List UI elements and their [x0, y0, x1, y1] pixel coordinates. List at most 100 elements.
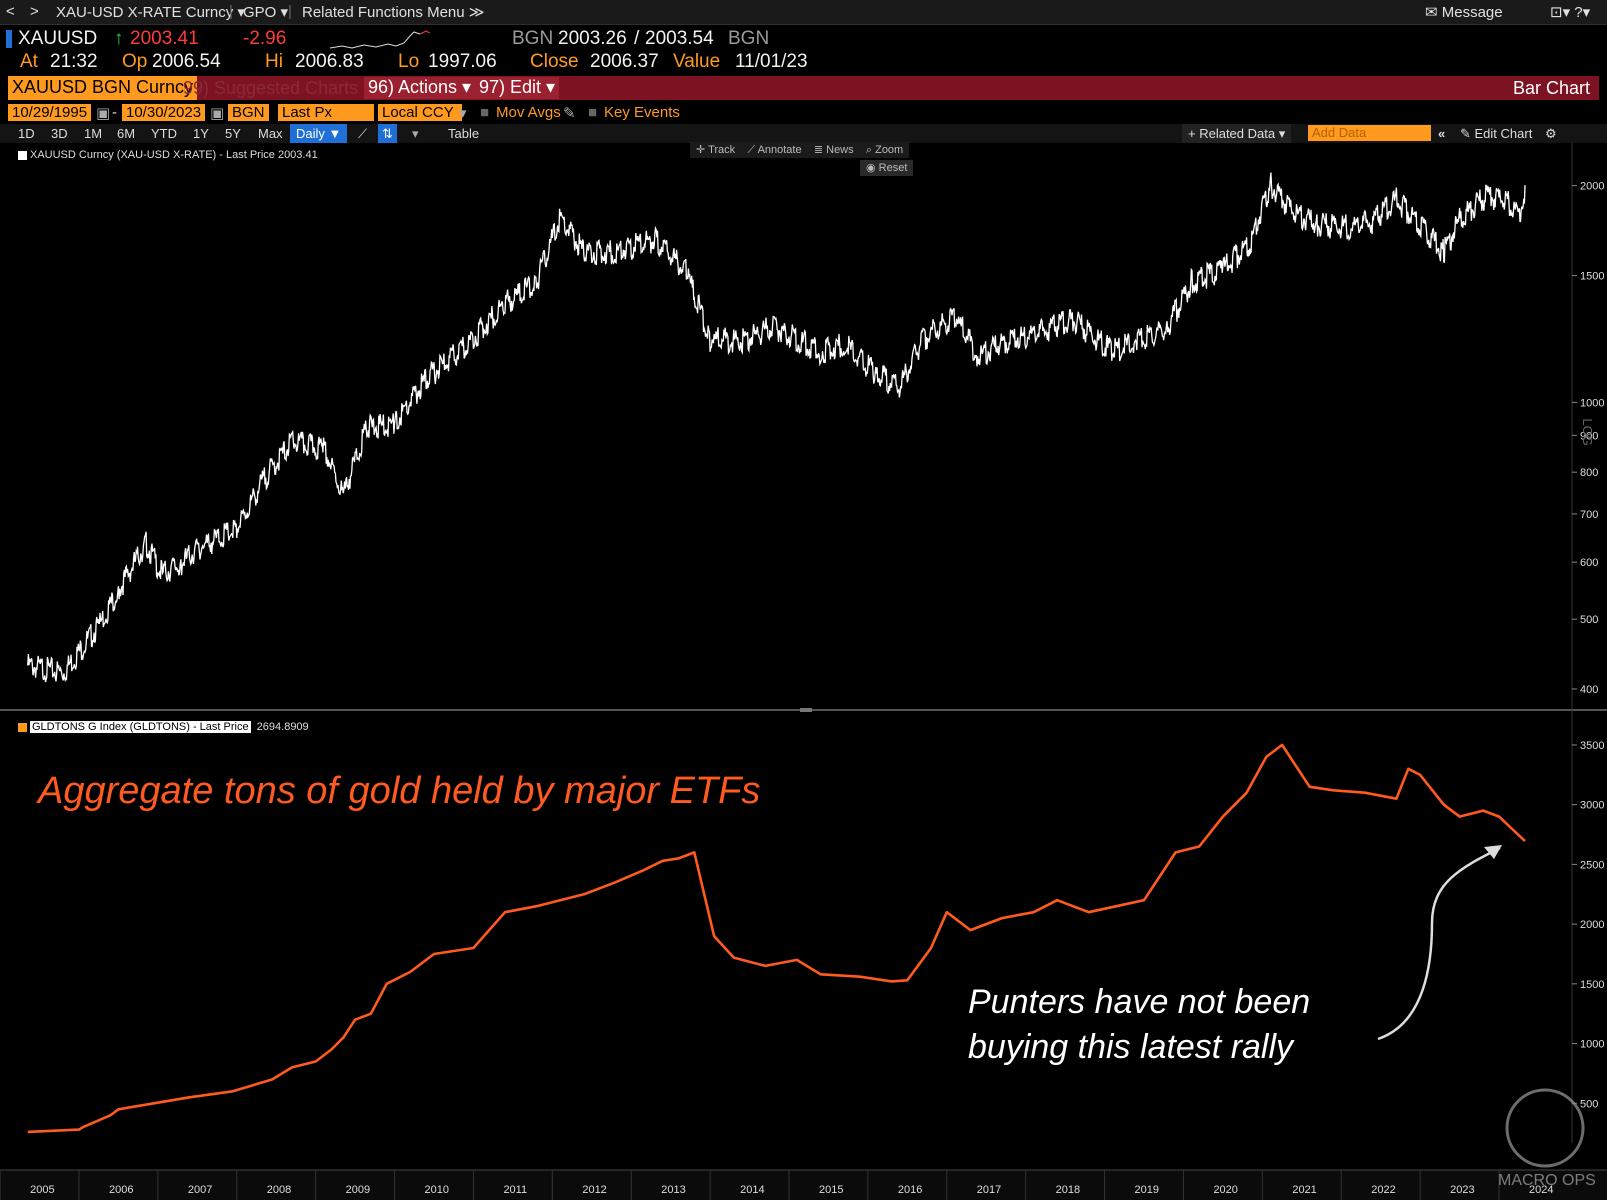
open-value: 2006.54: [152, 51, 221, 72]
mov-avgs-label[interactable]: Mov Avgs: [496, 104, 561, 121]
chart-tools: ✛ Track ⟋ Annotate ≣ News ⌕ Zoom: [690, 142, 910, 158]
y-tick-label: 800: [1580, 467, 1598, 479]
legend-swatch-white: [18, 150, 27, 160]
y-tick-label: 1500: [1580, 271, 1604, 283]
track-tool[interactable]: ✛ Track: [696, 144, 736, 156]
period-5y[interactable]: 5Y: [225, 126, 241, 141]
x-tick-label: 2014: [740, 1184, 764, 1196]
mov-avgs-checkbox[interactable]: ■: [480, 104, 490, 121]
calendar-icon[interactable]: ▣: [210, 105, 225, 122]
line-chart-icon[interactable]: ⟋: [358, 126, 368, 141]
zoom-tool[interactable]: ⌕ Zoom: [865, 144, 904, 156]
security-menu[interactable]: XAU-USD X-RATE Curncy ▾: [56, 4, 245, 21]
source-input[interactable]: BGN: [228, 104, 269, 121]
x-tick-label: 2016: [898, 1184, 922, 1196]
key-events-checkbox[interactable]: ■: [588, 104, 598, 121]
period-1d[interactable]: 1D: [18, 126, 35, 141]
reset-icon: ◉: [866, 162, 876, 174]
annotation-note-line2: buying this latest rally: [968, 1028, 1295, 1066]
watermark-text: MACRO OPS: [1498, 1172, 1596, 1189]
period-max[interactable]: Max: [258, 126, 283, 141]
etf-last-value: 2694.8909: [256, 721, 309, 733]
frequency-select[interactable]: Daily ▼: [290, 124, 348, 143]
collapse-icon[interactable]: «: [1438, 126, 1446, 141]
y-tick-label: 1000: [1580, 1039, 1604, 1051]
period-6m[interactable]: 6M: [117, 126, 136, 141]
annotate-label: Annotate: [757, 144, 802, 156]
table-button[interactable]: Table: [448, 126, 480, 141]
gold-price-line: [27, 172, 1526, 683]
y-tick-label: 400: [1580, 684, 1598, 696]
y-tick-label: 500: [1580, 1098, 1598, 1110]
currency-dropdown-icon[interactable]: ▾: [459, 105, 467, 122]
field-input[interactable]: Last Px: [278, 104, 374, 121]
edit-chart-label: Edit Chart: [1474, 126, 1533, 141]
back-button[interactable]: <: [6, 3, 15, 20]
calendar-icon[interactable]: ▣: [96, 105, 111, 122]
currency-select[interactable]: Local CCY: [378, 104, 462, 121]
function-menu[interactable]: GPO ▾: [243, 4, 289, 21]
window-controls[interactable]: ⊡▾ ?▾: [1550, 4, 1591, 21]
pencil-icon[interactable]: ✎: [563, 105, 576, 122]
settings-gear-icon[interactable]: ⚙: [1545, 126, 1557, 141]
sort-icon[interactable]: ⇅: [378, 124, 397, 143]
y-tick-label: 3500: [1580, 740, 1604, 752]
close-value: 2006.37: [590, 51, 659, 72]
net-change: -2.96: [243, 28, 287, 49]
x-tick-label: 2005: [30, 1184, 54, 1196]
y-tick-label: 3000: [1580, 800, 1604, 812]
security-field[interactable]: XAUUSD BGN Curncy: [8, 76, 198, 100]
news-label: News: [826, 144, 854, 156]
start-date-input[interactable]: 10/29/1995: [8, 104, 92, 121]
period-ytd[interactable]: YTD: [151, 126, 177, 141]
x-tick-label: 2013: [661, 1184, 685, 1196]
bid-source: BGN: [512, 28, 554, 49]
x-tick-label: 2020: [1213, 1184, 1237, 1196]
edit-chart-button[interactable]: ✎ Edit Chart: [1460, 126, 1532, 142]
at-label: At: [20, 51, 38, 72]
message-button[interactable]: ✉ Message: [1425, 3, 1503, 21]
actions-menu[interactable]: 96) Actions ▾: [364, 77, 476, 99]
key-events-label[interactable]: Key Events: [604, 104, 680, 121]
x-tick-label: 2024: [1529, 1184, 1553, 1196]
y-tick-label: 2000: [1580, 181, 1604, 193]
forward-button[interactable]: >: [30, 3, 39, 20]
related-data-menu[interactable]: + Related Data ▾: [1182, 124, 1292, 143]
separator: |: [288, 3, 292, 20]
quote-header: XAUUSD ↑ 2003.41 -2.96 BGN 2003.26 / 200…: [0, 26, 1607, 74]
ask-source: BGN: [728, 28, 770, 49]
add-data-input[interactable]: Add Data: [1308, 125, 1431, 141]
y-tick-label: 600: [1580, 557, 1598, 569]
reset-label: Reset: [878, 162, 908, 174]
ticker-marker: [6, 30, 12, 48]
pencil-icon: ✎: [1460, 126, 1475, 141]
bid-price: 2003.26: [558, 28, 627, 49]
reset-button[interactable]: ◉ Reset: [860, 160, 914, 176]
period-1y[interactable]: 1Y: [193, 126, 209, 141]
watermark-logo: [1505, 1088, 1585, 1168]
x-axis-band: [0, 1170, 1607, 1200]
x-tick-label: 2017: [977, 1184, 1001, 1196]
period-toolbar: 1D 3D 1M 6M YTD 1Y 5Y Max Daily ▼ ⟋ ⇅ ▾ …: [0, 124, 1607, 143]
message-label: Message: [1441, 4, 1503, 21]
period-1m[interactable]: 1M: [84, 126, 103, 141]
annotate-tool[interactable]: ⟋ Annotate: [747, 144, 802, 156]
related-functions-menu[interactable]: Related Functions Menu ≫: [302, 4, 485, 21]
chart-type-label: Bar Chart: [1513, 78, 1591, 98]
open-label: Op: [122, 51, 148, 72]
news-tool[interactable]: ≣ News: [813, 144, 854, 156]
y-tick-label: 2000: [1580, 919, 1604, 931]
panel-resize-handle: [800, 708, 812, 712]
track-label: Track: [708, 144, 736, 156]
zoom-label: Zoom: [875, 144, 904, 156]
end-date-input[interactable]: 10/30/2023: [122, 104, 206, 121]
chart-area: 400 500 600 700 800 900 1000 1500 2000 LOG 500 1000…: [0, 143, 1607, 1200]
chart-options-dropdown-icon[interactable]: ▾: [412, 126, 419, 141]
edit-menu[interactable]: 97) Edit ▾: [475, 77, 560, 99]
suggested-charts-menu[interactable]: 99) Suggested Charts ▾: [183, 78, 373, 98]
bid-ask-separator: /: [634, 28, 640, 49]
period-3d[interactable]: 3D: [51, 126, 68, 141]
annotation-arrowhead: [1484, 845, 1502, 859]
x-tick-label: 2010: [425, 1184, 449, 1196]
y-tick-label: 2500: [1580, 859, 1604, 871]
